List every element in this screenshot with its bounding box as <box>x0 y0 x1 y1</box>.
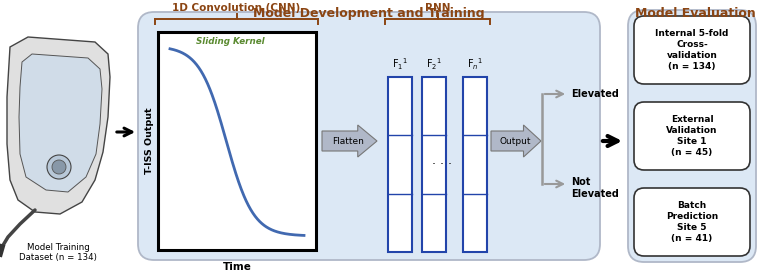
Text: Model Training
Dataset (n = 134): Model Training Dataset (n = 134) <box>19 243 97 262</box>
Text: Output: Output <box>499 137 530 146</box>
Text: Model Development and Training: Model Development and Training <box>253 7 485 20</box>
FancyBboxPatch shape <box>463 77 487 252</box>
Text: · · ·: · · · <box>432 158 452 171</box>
FancyBboxPatch shape <box>634 16 750 84</box>
Text: F$_2$$^1$: F$_2$$^1$ <box>426 56 442 72</box>
Text: RNN: RNN <box>425 3 450 13</box>
Polygon shape <box>19 54 102 192</box>
Text: Sliding Kernel: Sliding Kernel <box>196 37 264 46</box>
Text: Not
Elevated: Not Elevated <box>571 177 619 199</box>
FancyBboxPatch shape <box>634 102 750 170</box>
Circle shape <box>52 160 66 174</box>
Text: Flatten: Flatten <box>332 137 364 146</box>
FancyArrow shape <box>322 125 377 157</box>
FancyBboxPatch shape <box>388 77 412 252</box>
FancyBboxPatch shape <box>422 77 446 252</box>
FancyBboxPatch shape <box>634 188 750 256</box>
FancyBboxPatch shape <box>138 12 600 260</box>
Text: F$_n$$^1$: F$_n$$^1$ <box>467 56 483 72</box>
Polygon shape <box>7 37 110 214</box>
FancyBboxPatch shape <box>158 32 188 250</box>
FancyBboxPatch shape <box>628 10 756 262</box>
Text: Elevated: Elevated <box>571 89 619 99</box>
FancyBboxPatch shape <box>158 32 316 250</box>
Text: 1D Convolution (CNN): 1D Convolution (CNN) <box>173 3 301 13</box>
FancyArrow shape <box>491 125 541 157</box>
Text: Internal 5-fold
Cross-
validation
(n = 134): Internal 5-fold Cross- validation (n = 1… <box>655 29 729 71</box>
Text: Batch
Prediction
Site 5
(n = 41): Batch Prediction Site 5 (n = 41) <box>666 201 718 243</box>
Text: Time: Time <box>223 262 252 272</box>
Text: External
Validation
Site 1
(n = 45): External Validation Site 1 (n = 45) <box>667 115 717 157</box>
Text: T-ISS Output: T-ISS Output <box>144 108 154 174</box>
Text: Model Evaluation: Model Evaluation <box>635 7 755 20</box>
Circle shape <box>47 155 71 179</box>
Text: F$_1$$^1$: F$_1$$^1$ <box>392 56 408 72</box>
